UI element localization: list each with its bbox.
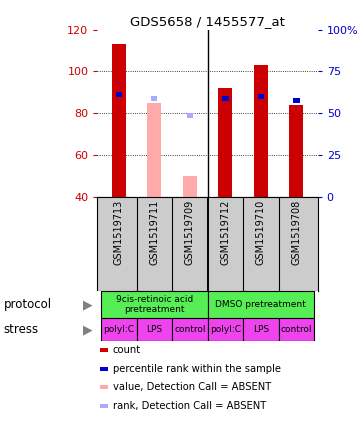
Bar xyxy=(151,96,157,101)
Text: GSM1519708: GSM1519708 xyxy=(291,200,301,265)
Bar xyxy=(116,92,122,97)
Text: protocol: protocol xyxy=(4,298,52,311)
Bar xyxy=(101,318,136,341)
Bar xyxy=(254,65,268,197)
Text: GSM1519713: GSM1519713 xyxy=(114,200,124,265)
Bar xyxy=(289,105,304,197)
Text: GSM1519710: GSM1519710 xyxy=(256,200,266,265)
Bar xyxy=(243,318,279,341)
Bar xyxy=(279,318,314,341)
Bar xyxy=(187,113,193,118)
Text: GSM1519709: GSM1519709 xyxy=(185,200,195,265)
Text: count: count xyxy=(113,345,141,355)
Bar xyxy=(183,176,197,197)
Title: GDS5658 / 1455577_at: GDS5658 / 1455577_at xyxy=(130,16,285,28)
Bar xyxy=(101,291,208,318)
Bar xyxy=(208,291,314,318)
Text: LPS: LPS xyxy=(146,325,162,334)
Bar xyxy=(172,318,208,341)
Bar xyxy=(208,318,243,341)
Bar xyxy=(222,96,229,101)
Bar xyxy=(100,348,108,352)
Text: DMSO pretreatment: DMSO pretreatment xyxy=(216,300,306,309)
Text: GSM1519711: GSM1519711 xyxy=(149,200,159,265)
Bar xyxy=(112,44,126,197)
Text: polyI:C: polyI:C xyxy=(210,325,241,334)
Text: LPS: LPS xyxy=(253,325,269,334)
Text: ▶: ▶ xyxy=(83,298,93,311)
Text: stress: stress xyxy=(4,323,39,336)
Text: 9cis-retinoic acid
pretreatment: 9cis-retinoic acid pretreatment xyxy=(116,295,193,314)
Bar xyxy=(136,318,172,341)
Text: value, Detection Call = ABSENT: value, Detection Call = ABSENT xyxy=(113,382,271,392)
Text: rank, Detection Call = ABSENT: rank, Detection Call = ABSENT xyxy=(113,401,266,411)
Bar xyxy=(100,367,108,371)
Text: polyI:C: polyI:C xyxy=(103,325,134,334)
Text: control: control xyxy=(174,325,205,334)
Bar xyxy=(258,94,264,99)
Bar xyxy=(100,404,108,408)
Text: percentile rank within the sample: percentile rank within the sample xyxy=(113,364,281,374)
Bar xyxy=(100,385,108,389)
Bar xyxy=(147,103,161,197)
Text: ▶: ▶ xyxy=(83,323,93,336)
Text: GSM1519712: GSM1519712 xyxy=(220,200,230,265)
Bar xyxy=(218,88,232,197)
Text: control: control xyxy=(280,325,312,334)
Bar xyxy=(293,98,300,103)
